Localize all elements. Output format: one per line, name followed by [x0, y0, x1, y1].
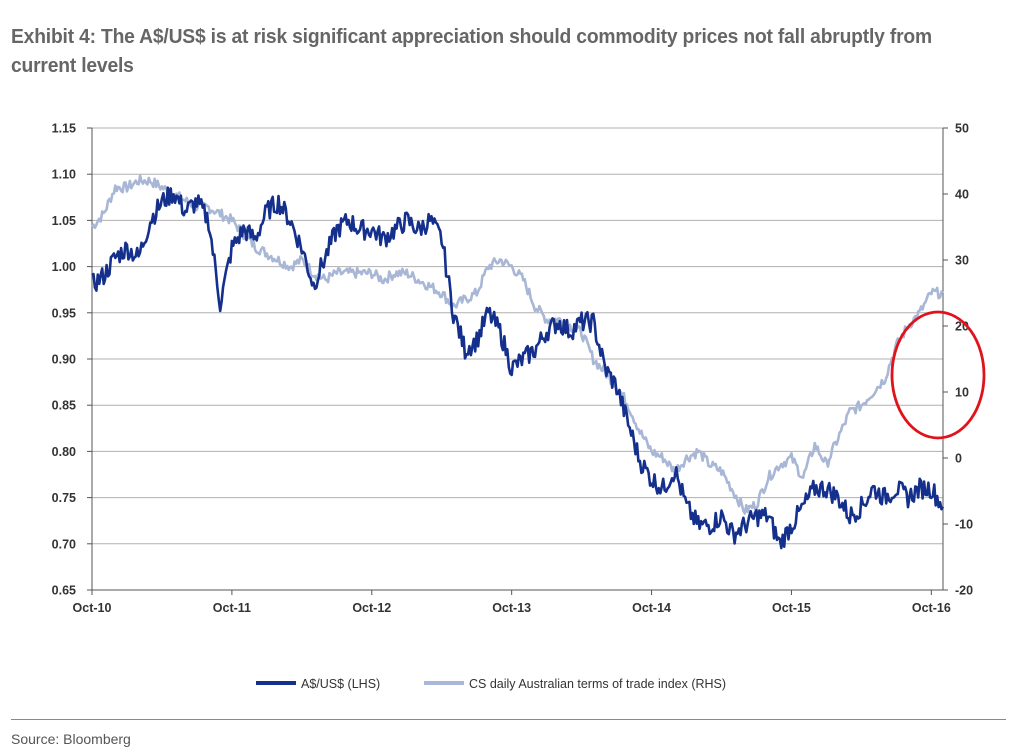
y-tick-label-right: 40 [955, 188, 969, 202]
x-axis-ticks: Oct-10 Oct-11 Oct-12 Oct-13 Oct-14 Oct-15 Oct-… [73, 590, 951, 615]
x-tick-label: Oct-16 [912, 601, 951, 615]
series-line-terms-of-trade [90, 174, 944, 515]
y-tick-label-right: 0 [955, 452, 962, 466]
y-tick-label-left: 1.10 [52, 168, 76, 182]
x-tick-label: Oct-15 [772, 601, 811, 615]
y-tick-label-left: 0.80 [52, 445, 76, 459]
chart-title: Exhibit 4: The A$/US$ is at risk signifi… [11, 25, 932, 77]
y-axis-left-ticks: 1.15 1.10 1.05 1.00 0.95 0.90 0.85 0.80 0.75 0.70… [52, 122, 92, 598]
legend-label-aud: A$/US$ (LHS) [301, 677, 380, 691]
y-tick-label-right: 50 [955, 122, 969, 136]
x-tick-label: Oct-13 [492, 601, 531, 615]
y-tick-label-left: 0.70 [52, 537, 76, 551]
y-tick-label-left: 0.75 [52, 491, 76, 505]
source-note: Source: Bloomberg [11, 731, 131, 747]
footer-divider [11, 719, 1006, 720]
grid-lines [92, 127, 943, 545]
y-tick-label-left: 0.95 [52, 306, 76, 320]
y-tick-label-left: 1.15 [52, 122, 76, 136]
y-tick-label-left: 1.05 [52, 214, 76, 228]
series-line-aud-usd [91, 186, 945, 550]
x-tick-label: Oct-12 [352, 601, 391, 615]
y-tick-label-left: 1.00 [52, 260, 76, 274]
y-tick-label-right: -20 [955, 584, 973, 598]
y-tick-label-left: 0.65 [52, 584, 76, 598]
legend-label-tot: CS daily Australian terms of trade index… [469, 677, 726, 691]
y-tick-label-left: 0.85 [52, 399, 76, 413]
x-tick-label: Oct-10 [73, 601, 112, 615]
highlight-ellipse [890, 310, 986, 440]
x-tick-label: Oct-11 [213, 601, 251, 615]
y-tick-label-right: 10 [955, 386, 969, 400]
y-tick-label-right: -10 [955, 518, 973, 532]
y-tick-label-right: 30 [955, 254, 969, 268]
legend: A$/US$ (LHS) CS daily Australian terms o… [256, 677, 726, 691]
x-tick-label: Oct-14 [632, 601, 671, 615]
y-tick-label-left: 0.90 [52, 353, 76, 367]
